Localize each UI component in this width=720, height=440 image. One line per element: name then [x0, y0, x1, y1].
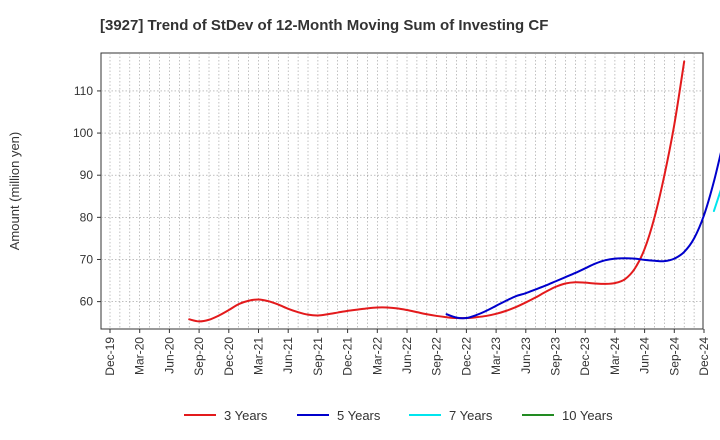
series-line-5-years: [445, 152, 720, 320]
series-layer: [188, 60, 720, 323]
x-tick-label: Mar-20: [133, 337, 147, 375]
y-axis-label: Amount (million yen): [7, 132, 22, 251]
plot-area: [100, 52, 704, 330]
x-tick-label: Jun-21: [281, 337, 295, 374]
x-tick-label: Dec-21: [341, 337, 355, 376]
x-tick-label: Dec-19: [103, 337, 117, 376]
chart-title: [3927] Trend of StDev of 12-Month Moving…: [100, 17, 548, 34]
series-line-7-years: [712, 189, 720, 213]
x-tick-label: Mar-22: [370, 337, 384, 375]
x-tick-label: Sep-22: [430, 337, 444, 376]
x-tick-label: Dec-20: [222, 337, 236, 376]
y-tick-label: 80: [80, 210, 94, 224]
legend-label-7-years: 7 Years: [449, 408, 493, 423]
series-line-3-years: [188, 60, 686, 323]
y-tick-label: 100: [73, 126, 93, 140]
x-tick-label: Jun-22: [400, 337, 414, 374]
y-tick-label: 60: [80, 295, 94, 309]
x-tick-label: Mar-24: [608, 337, 622, 375]
x-axis-ticks: Dec-19 Mar-20 Jun-20 Sep-20 Dec-20 Mar-21 Jun-…: [103, 329, 711, 376]
x-tick-label: Mar-23: [489, 337, 503, 375]
x-tick-label: Sep-20: [192, 337, 206, 376]
y-tick-label: 70: [80, 252, 94, 266]
legend-label-5-years: 5 Years: [337, 408, 381, 423]
x-tick-label: Jun-24: [638, 337, 652, 374]
x-tick-label: Jun-23: [519, 337, 533, 374]
legend-label-10-years: 10 Years: [562, 408, 613, 423]
grid-layer: [101, 53, 703, 329]
y-tick-label: 90: [80, 168, 94, 182]
x-tick-label: Dec-24: [697, 337, 711, 376]
x-tick-label: Sep-23: [549, 337, 563, 376]
y-axis-ticks: 60 70 80 90 100 110: [73, 84, 101, 309]
legend-label-3-years: 3 Years: [224, 408, 268, 423]
x-tick-label: Jun-20: [162, 337, 176, 374]
x-tick-label: Dec-22: [459, 337, 473, 376]
x-tick-label: Sep-21: [311, 337, 325, 376]
x-tick-label: Sep-24: [667, 337, 681, 376]
legend: 3 Years 5 Years 7 Years 10 Years: [184, 408, 613, 423]
x-tick-label: Dec-23: [578, 337, 592, 376]
x-tick-label: Mar-21: [252, 337, 266, 375]
y-tick-label: 110: [74, 84, 93, 98]
